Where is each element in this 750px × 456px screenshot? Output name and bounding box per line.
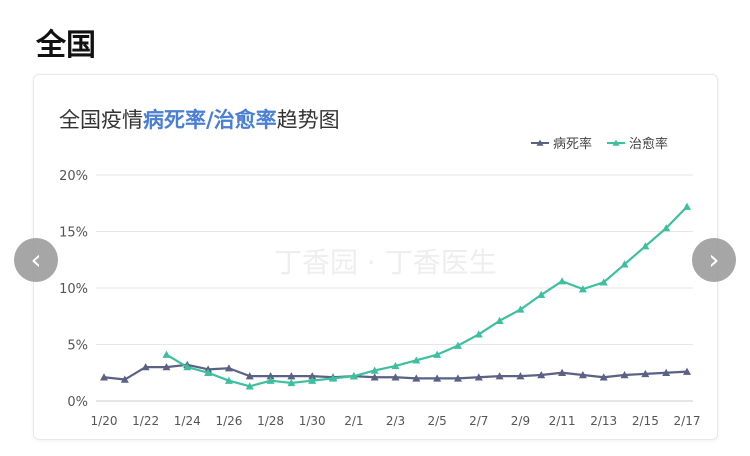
y-tick-label: 0% [67, 395, 88, 410]
x-tick-label: 1/30 [299, 414, 326, 428]
chevron-left-icon: ‹ [30, 243, 42, 276]
data-point-death[interactable] [370, 373, 379, 381]
data-point-death[interactable] [599, 373, 608, 381]
chart-title: 全国疫情病死率/治愈率趋势图 [59, 108, 340, 132]
x-tick-label: 1/24 [174, 414, 201, 428]
x-tick-label: 2/7 [469, 414, 488, 428]
chart-title-part-4: 趋势图 [277, 108, 340, 132]
data-point-death[interactable] [308, 372, 317, 380]
data-point-death[interactable] [287, 372, 296, 380]
legend-label-death: 病死率 [553, 136, 592, 152]
data-point-cure[interactable] [662, 224, 671, 232]
data-point-death[interactable] [162, 363, 171, 371]
watermark: 丁香园 · 丁香医生 [274, 246, 497, 279]
prev-chart-button[interactable]: ‹ [14, 238, 58, 282]
series-layer [100, 202, 691, 390]
data-point-cure[interactable] [495, 316, 504, 324]
data-point-cure[interactable] [578, 285, 587, 293]
data-point-death[interactable] [620, 371, 629, 379]
data-point-cure[interactable] [162, 350, 171, 358]
data-point-death[interactable] [224, 364, 233, 372]
data-point-cure[interactable] [183, 363, 192, 371]
data-point-death[interactable] [412, 374, 421, 382]
data-point-cure[interactable] [349, 372, 358, 380]
data-point-death[interactable] [100, 373, 108, 381]
x-tick-label: 2/5 [427, 414, 446, 428]
chart-title-part-1: 病死率 [143, 108, 206, 132]
data-point-cure[interactable] [308, 376, 317, 384]
data-point-death[interactable] [516, 372, 525, 380]
x-tick-label: 2/11 [549, 414, 576, 428]
data-point-cure[interactable] [620, 260, 629, 268]
legend-marker-cure [612, 139, 620, 146]
x-tick-label: 1/28 [257, 414, 284, 428]
data-point-cure[interactable] [224, 376, 233, 384]
data-point-death[interactable] [391, 373, 400, 381]
grid-layer [96, 174, 693, 402]
data-point-cure[interactable] [599, 278, 608, 286]
chevron-right-icon: › [708, 243, 720, 276]
chart-title-part-3: 治愈率 [214, 108, 277, 132]
chart-card: 全国疫情病死率/治愈率趋势图 丁香园 · 丁香医生 0% 5% 10% 15% 20% 1… [33, 74, 718, 440]
x-tick-label: 2/17 [674, 414, 701, 428]
x-tick-label: 1/22 [132, 414, 159, 428]
data-point-death[interactable] [120, 375, 129, 383]
data-point-cure[interactable] [683, 202, 691, 210]
chart-title-part-0: 全国疫情 [59, 108, 143, 132]
data-point-death[interactable] [453, 374, 462, 382]
data-point-death[interactable] [474, 373, 483, 381]
x-tick-label: 2/15 [632, 414, 659, 428]
legend-marker-death [536, 139, 544, 146]
y-tick-label: 10% [59, 282, 88, 297]
data-point-death[interactable] [141, 363, 150, 371]
data-point-death[interactable] [683, 367, 691, 375]
data-point-cure[interactable] [287, 378, 296, 387]
data-point-cure[interactable] [453, 341, 462, 349]
data-point-cure[interactable] [370, 366, 379, 374]
x-tick-label: 1/26 [215, 414, 242, 428]
legend-label-cure: 治愈率 [629, 136, 668, 152]
data-point-cure[interactable] [204, 368, 213, 376]
data-point-death[interactable] [662, 368, 671, 376]
data-point-death[interactable] [266, 372, 275, 380]
x-tick-label: 2/3 [386, 414, 405, 428]
data-point-cure[interactable] [474, 330, 483, 338]
data-point-cure[interactable] [641, 242, 650, 250]
x-tick-label: 2/9 [511, 414, 530, 428]
series-line-cure [165, 205, 688, 388]
y-tick-label: 20% [59, 169, 88, 184]
data-point-cure[interactable] [433, 350, 442, 358]
chart-title-part-2: / [206, 108, 214, 132]
data-point-death[interactable] [433, 374, 442, 382]
data-point-death[interactable] [578, 371, 587, 379]
data-point-cure[interactable] [391, 361, 400, 370]
data-point-cure[interactable] [558, 277, 567, 285]
legend: 病死率 治愈率 [531, 136, 668, 152]
trend-chart: 全国疫情病死率/治愈率趋势图 丁香园 · 丁香医生 0%5%10%15%20%1… [59, 108, 700, 428]
data-point-cure[interactable] [537, 290, 546, 298]
data-point-cure[interactable] [412, 356, 421, 364]
data-point-death[interactable] [537, 371, 546, 379]
data-point-cure[interactable] [266, 376, 275, 384]
data-point-death[interactable] [495, 372, 504, 380]
axis-layer: 0% 5% 10% 15% 20% 1/20 1/22 1/24 1/26 1/28 1/30 2/1… [59, 169, 700, 428]
data-point-death[interactable] [641, 369, 650, 378]
next-chart-button[interactable]: › [692, 238, 736, 282]
x-tick-label: 2/13 [590, 414, 617, 428]
data-point-death[interactable] [245, 372, 254, 380]
y-tick-label: 15% [59, 226, 88, 241]
y-tick-label: 5% [67, 339, 88, 354]
x-tick-label: 2/1 [344, 414, 363, 428]
data-point-cure[interactable] [516, 305, 525, 313]
data-point-cure[interactable] [329, 374, 338, 382]
x-tick-label: 1/20 [91, 414, 118, 428]
data-point-death[interactable] [558, 368, 567, 376]
data-point-cure[interactable] [245, 382, 254, 390]
section-title: 全国 [36, 28, 96, 63]
